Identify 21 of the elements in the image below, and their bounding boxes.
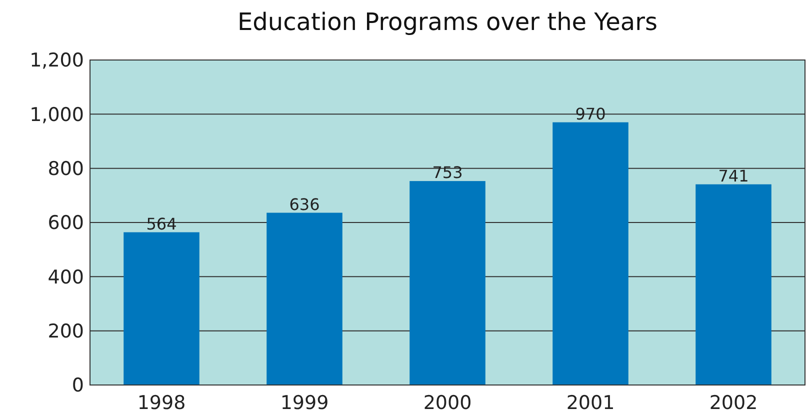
y-tick-label: 0	[72, 374, 84, 397]
x-tick-label: 1998	[137, 392, 186, 414]
bar	[410, 181, 486, 385]
bar	[552, 122, 628, 385]
y-tick-label: 600	[48, 212, 84, 234]
y-tick-label: 400	[48, 266, 84, 288]
data-label: 753	[432, 163, 463, 182]
data-label: 741	[718, 166, 749, 186]
bar	[696, 184, 772, 385]
y-tick-label: 1,200	[30, 50, 84, 72]
y-tick-label: 1,000	[30, 104, 84, 126]
x-tick-label: 2000	[423, 392, 472, 414]
y-tick-label: 800	[48, 158, 84, 180]
data-label: 636	[289, 194, 320, 214]
x-tick-label: 2002	[709, 392, 758, 414]
y-tick-label: 200	[48, 320, 84, 342]
x-tick-label: 1999	[280, 392, 329, 414]
bar	[266, 212, 342, 385]
bar	[124, 232, 200, 385]
chart-title: Education Programs over the Years	[238, 8, 658, 36]
x-tick-label: 2001	[566, 392, 615, 414]
